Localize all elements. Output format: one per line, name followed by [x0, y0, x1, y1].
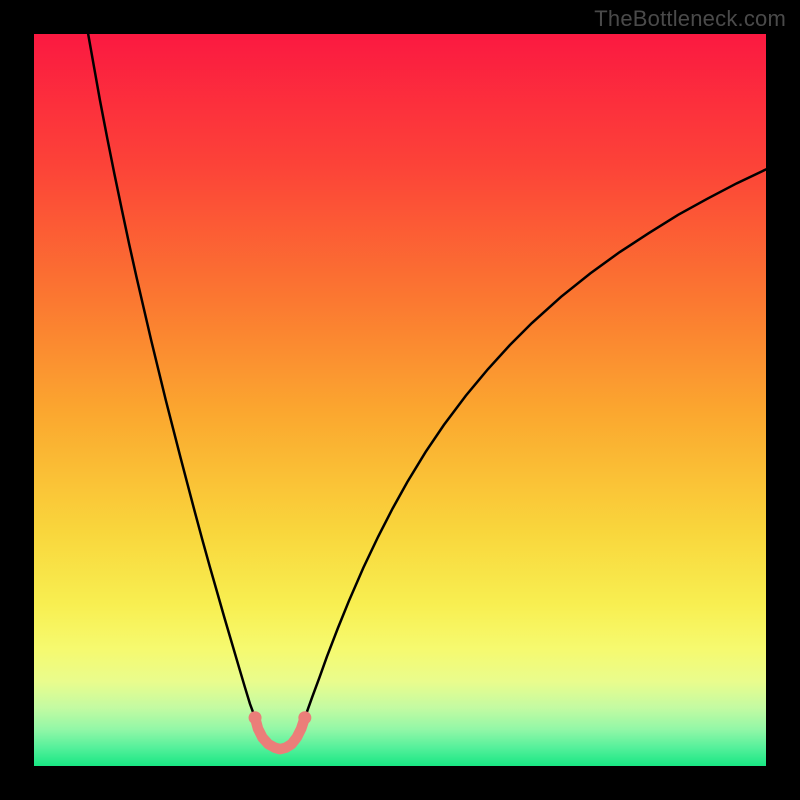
watermark-text: TheBottleneck.com [594, 6, 786, 32]
chart-frame: TheBottleneck.com [0, 0, 800, 800]
bottom-dot-right [298, 711, 311, 724]
bottleneck-curve-chart [34, 34, 766, 766]
plot-area [34, 34, 766, 766]
bottom-dot-left [249, 711, 262, 724]
gradient-background [34, 34, 766, 766]
